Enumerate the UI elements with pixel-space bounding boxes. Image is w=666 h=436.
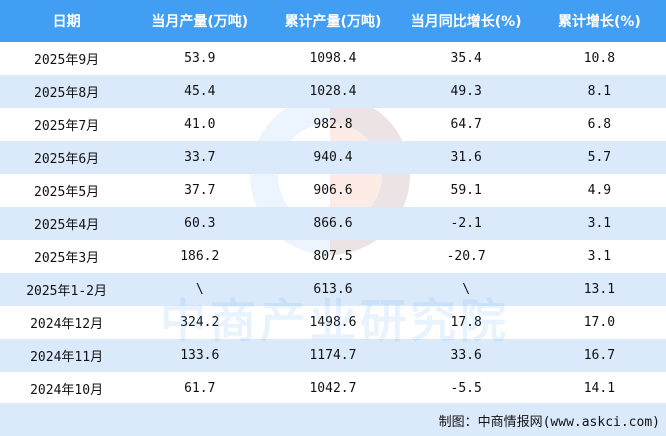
header-row: 日期 当月产量(万吨) 累计产量(万吨) 当月同比增长(%) 累计增长(%) bbox=[0, 0, 666, 42]
table-cell: 33.6 bbox=[399, 339, 533, 372]
table-row: 2024年11月 133.6 1174.7 33.6 16.7 bbox=[0, 339, 666, 372]
header-date: 日期 bbox=[0, 0, 134, 42]
table-cell: 35.4 bbox=[450, 51, 482, 66]
table-cell: 2025年4月 bbox=[0, 207, 134, 240]
table-cell: 1174.7 bbox=[266, 339, 400, 372]
table-cell: 2024年10月 bbox=[30, 383, 104, 398]
table-cell: 324.2 bbox=[180, 315, 220, 330]
table-cell: 2025年6月 bbox=[0, 141, 134, 174]
table-cell: 906.6 bbox=[313, 183, 353, 198]
table-row: 2025年6月 33.7 940.4 31.6 5.7 bbox=[0, 141, 666, 174]
table-cell: 13.1 bbox=[532, 273, 666, 306]
table-cell: 1042.7 bbox=[309, 381, 357, 396]
table-cell: 982.8 bbox=[313, 117, 353, 132]
table-cell: 64.7 bbox=[450, 117, 482, 132]
table-cell: 17.0 bbox=[583, 315, 616, 330]
table-cell: 2025年1-2月 bbox=[0, 273, 134, 306]
table-cell: 1098.4 bbox=[309, 51, 357, 66]
table-cell: 16.7 bbox=[532, 339, 666, 372]
header-cumulative-growth: 累计增长(%) bbox=[532, 0, 666, 42]
table-row: 2024年10月 61.7 1042.7 -5.5 14.1 bbox=[0, 372, 666, 405]
table-cell: 1028.4 bbox=[266, 75, 400, 108]
table-row: 2024年12月 324.2 1498.6 17.8 17.0 bbox=[0, 306, 666, 339]
table-cell: 866.6 bbox=[266, 207, 400, 240]
table-cell: 133.6 bbox=[133, 339, 267, 372]
table-cell: 10.8 bbox=[583, 51, 616, 66]
source-credit: 制图：中商情报网(www.askci.com) bbox=[438, 415, 660, 430]
table-row: 2025年1-2月 \ 613.6 \ 13.1 bbox=[0, 273, 666, 306]
table-cell: \ bbox=[133, 273, 267, 306]
table-cell: 41.0 bbox=[184, 117, 216, 132]
table-cell: 2025年3月 bbox=[34, 251, 100, 266]
table-cell: 807.5 bbox=[313, 249, 353, 264]
table-row: 2025年8月 45.4 1028.4 49.3 8.1 bbox=[0, 75, 666, 108]
table-cell: 45.4 bbox=[133, 75, 267, 108]
header-cumulative-output: 累计产量(万吨) bbox=[266, 0, 400, 42]
footer: 制图：中商情报网(www.askci.com) bbox=[0, 403, 666, 436]
table-cell: \ bbox=[399, 273, 533, 306]
table-cell: 59.1 bbox=[450, 183, 482, 198]
table-cell: 3.1 bbox=[532, 207, 666, 240]
table-cell: 2025年8月 bbox=[0, 75, 134, 108]
table-cell: 2025年5月 bbox=[34, 185, 100, 200]
table-cell: 31.6 bbox=[399, 141, 533, 174]
table-cell: 186.2 bbox=[180, 249, 220, 264]
table-cell: 49.3 bbox=[399, 75, 533, 108]
table-cell: 37.7 bbox=[184, 183, 216, 198]
table-cell: 1498.6 bbox=[309, 315, 357, 330]
table-cell: 2025年9月 bbox=[34, 53, 100, 68]
table-cell: 2024年11月 bbox=[0, 339, 134, 372]
table-cell: 3.1 bbox=[587, 249, 612, 264]
table-row: 2025年5月 37.7 906.6 59.1 4.9 bbox=[0, 174, 666, 207]
table-cell: 2025年7月 bbox=[34, 119, 100, 134]
table-cell: 4.9 bbox=[587, 183, 612, 198]
table-cell: 2024年12月 bbox=[30, 317, 104, 332]
table-cell: 53.9 bbox=[184, 51, 216, 66]
table-cell: 940.4 bbox=[266, 141, 400, 174]
table-cell: 61.7 bbox=[184, 381, 216, 396]
table-cell: -5.5 bbox=[450, 381, 482, 396]
table-cell: 613.6 bbox=[266, 273, 400, 306]
table-cell: 6.8 bbox=[587, 117, 612, 132]
table-row: 2025年3月 186.2 807.5 -20.7 3.1 bbox=[0, 240, 666, 273]
header-monthly-yoy: 当月同比增长(%) bbox=[399, 0, 533, 42]
table-cell: 8.1 bbox=[532, 75, 666, 108]
table-cell: 33.7 bbox=[133, 141, 267, 174]
header-monthly-output: 当月产量(万吨) bbox=[133, 0, 267, 42]
table-row: 2025年7月 41.0 982.8 64.7 6.8 bbox=[0, 108, 666, 141]
table-cell: 60.3 bbox=[133, 207, 267, 240]
table-row: 2025年4月 60.3 866.6 -2.1 3.1 bbox=[0, 207, 666, 240]
table-cell: 14.1 bbox=[583, 381, 616, 396]
table-cell: -2.1 bbox=[399, 207, 533, 240]
table-cell: 17.8 bbox=[450, 315, 482, 330]
data-table: 日期 当月产量(万吨) 累计产量(万吨) 当月同比增长(%) 累计增长(%) 2… bbox=[0, 0, 666, 405]
table-row: 2025年9月 53.9 1098.4 35.4 10.8 bbox=[0, 42, 666, 75]
table-cell: 5.7 bbox=[532, 141, 666, 174]
table-cell: -20.7 bbox=[446, 249, 486, 264]
